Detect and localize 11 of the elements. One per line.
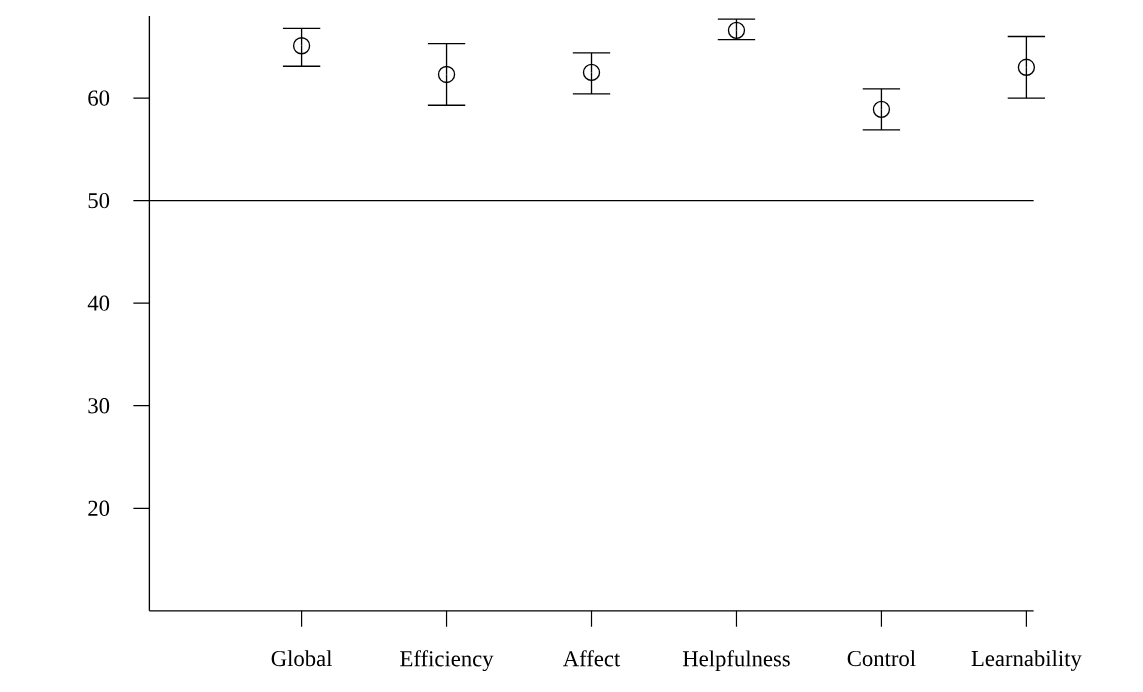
x-tick-label: Efficiency	[400, 650, 494, 671]
x-tick-label: Affect	[563, 650, 621, 667]
x-tick-label: Helpfulness	[682, 650, 790, 671]
y-tick-label: 60	[88, 90, 110, 106]
y-tick-label: 30	[88, 397, 110, 414]
x-tick-label: Learnability	[971, 650, 1082, 671]
y-tick-label: 40	[87, 295, 110, 311]
y-tick-label: 50	[88, 192, 110, 209]
x-tick-label: Global	[271, 650, 332, 667]
x-tick-label: Control	[847, 650, 916, 667]
y-tick-label: 20	[88, 500, 110, 516]
